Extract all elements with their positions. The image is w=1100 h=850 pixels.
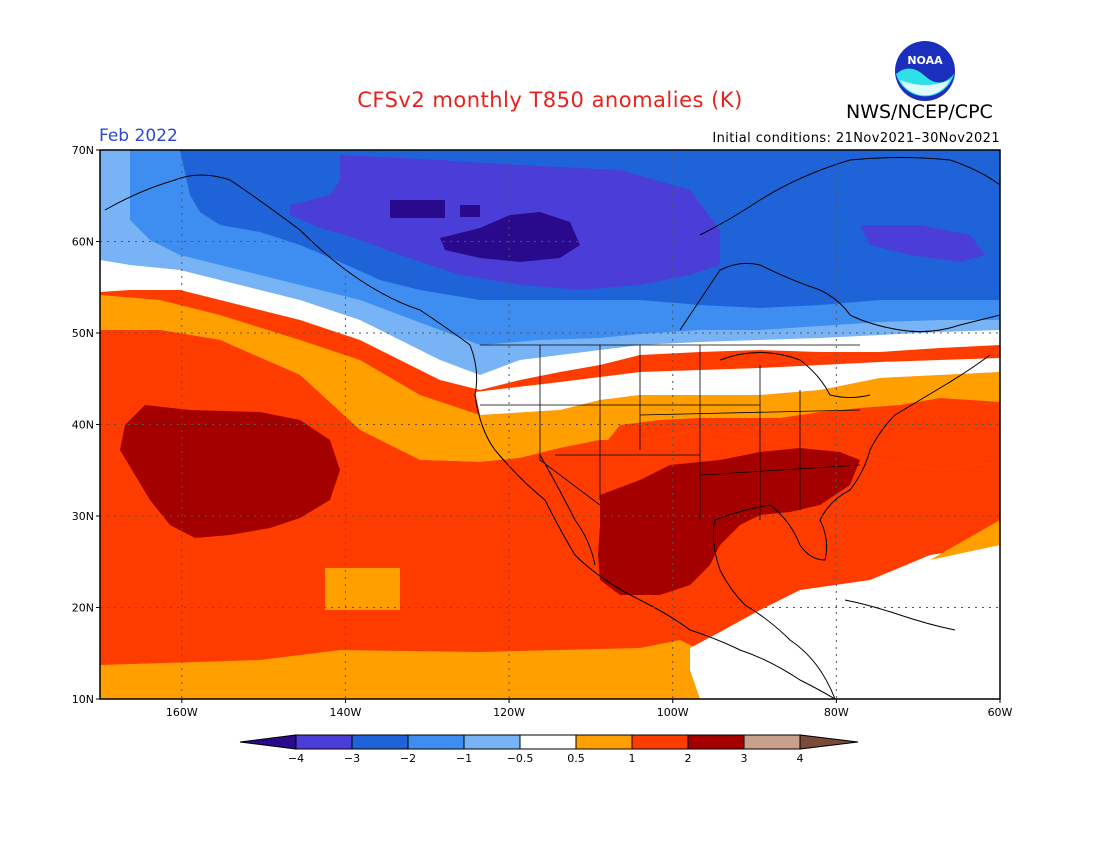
logo-text: NOAA <box>907 54 943 67</box>
colorbar-labels: −4 −3 −2 −1 −0.5 0.5 1 2 3 4 <box>288 752 804 765</box>
lon-label: 100W <box>657 706 689 719</box>
colorbar-label: 3 <box>741 752 748 765</box>
colorbar-label: −0.5 <box>507 752 534 765</box>
lat-label: 20N <box>72 602 94 615</box>
lon-label: 60W <box>988 706 1013 719</box>
colorbar-bin <box>631 734 689 750</box>
colorbar-bin <box>519 734 577 750</box>
colorbar-bin <box>407 734 465 750</box>
colorbar-label: −3 <box>344 752 360 765</box>
coastlines <box>104 157 1000 699</box>
agency-label: NWS/NCEP/CPC <box>846 101 993 123</box>
lat-label: 40N <box>72 419 94 432</box>
colorbar-label: 4 <box>797 752 804 765</box>
longitude-labels: 160W 140W 120W 100W 80W 60W <box>166 699 1013 719</box>
lat-label: 60N <box>72 236 94 249</box>
lat-label: 50N <box>72 327 94 340</box>
colorbar-label: 1 <box>629 752 636 765</box>
lat-label: 30N <box>72 510 94 523</box>
lon-label: 120W <box>493 706 525 719</box>
initial-conditions: Initial conditions: 21Nov2021–30Nov2021 <box>712 131 1000 146</box>
chart-title: CFSv2 monthly T850 anomalies (K) <box>357 88 743 112</box>
colorbar-label: −4 <box>288 752 304 765</box>
forecast-month: Feb 2022 <box>99 126 178 146</box>
state-borders <box>480 344 861 520</box>
lat-label: 10N <box>72 693 94 706</box>
colorbar-bin <box>799 734 859 750</box>
colorbar-bin <box>687 734 745 750</box>
colorbar-bin <box>463 734 521 750</box>
colorbar-bin <box>239 734 297 750</box>
lon-label: 80W <box>824 706 849 719</box>
colorbar <box>239 734 859 750</box>
lat-label: 70N <box>72 144 94 157</box>
lon-label: 140W <box>330 706 362 719</box>
graticule <box>100 150 1000 699</box>
colorbar-label: −1 <box>456 752 472 765</box>
latitude-labels: 70N 60N 50N 40N 30N 20N 10N <box>72 144 100 706</box>
colorbar-bin <box>351 734 409 750</box>
noaa-logo-icon: NOAA <box>895 41 955 101</box>
colorbar-label: −2 <box>400 752 416 765</box>
colorbar-label: 2 <box>685 752 692 765</box>
colorbar-bin <box>743 734 801 750</box>
colorbar-label: 0.5 <box>567 752 585 765</box>
colorbar-bin <box>295 734 353 750</box>
lon-label: 160W <box>166 706 198 719</box>
colorbar-bin <box>575 734 633 750</box>
